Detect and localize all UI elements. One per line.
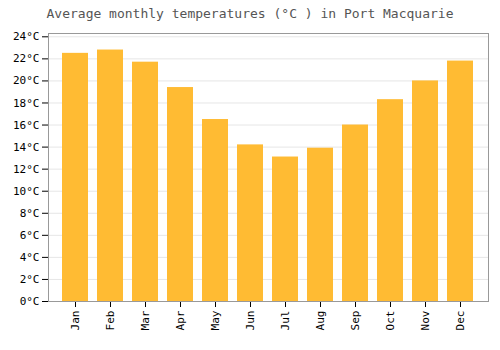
svg-text:16°C: 16°C xyxy=(13,119,40,132)
svg-text:10°C: 10°C xyxy=(13,185,40,198)
svg-text:0°C: 0°C xyxy=(20,295,40,308)
svg-text:Jun: Jun xyxy=(244,311,257,331)
svg-text:8°C: 8°C xyxy=(20,207,40,220)
svg-text:Mar: Mar xyxy=(139,310,152,330)
svg-text:4°C: 4°C xyxy=(20,251,40,264)
svg-text:May: May xyxy=(209,310,222,330)
svg-text:Jul: Jul xyxy=(279,311,292,331)
svg-text:18°C: 18°C xyxy=(13,97,40,110)
svg-text:6°C: 6°C xyxy=(20,229,40,242)
svg-text:14°C: 14°C xyxy=(13,141,40,154)
svg-text:22°C: 22°C xyxy=(13,52,40,65)
svg-text:Jan: Jan xyxy=(69,311,82,331)
svg-text:12°C: 12°C xyxy=(13,163,40,176)
svg-text:Feb: Feb xyxy=(104,311,117,331)
svg-text:24°C: 24°C xyxy=(13,30,40,43)
svg-text:20°C: 20°C xyxy=(13,74,40,87)
svg-text:Sep: Sep xyxy=(349,311,362,331)
html-text:Average monthly temperatures (: Average monthly temperatures (°C ) in Po… xyxy=(46,6,454,21)
svg-text:2°C: 2°C xyxy=(20,273,40,286)
svg-text:Nov: Nov xyxy=(419,310,432,330)
svg-text:Apr: Apr xyxy=(174,310,187,330)
svg-text:Aug: Aug xyxy=(314,311,327,331)
svg-text:Dec: Dec xyxy=(454,311,467,331)
svg-text:Oct: Oct xyxy=(384,311,397,331)
